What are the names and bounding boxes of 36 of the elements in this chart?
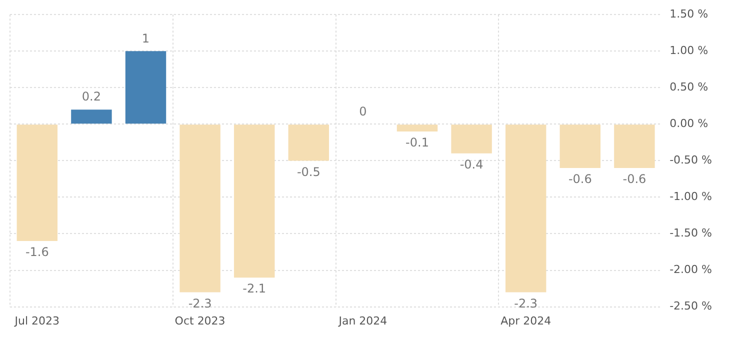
y-tick-label: -1.00 % (670, 190, 712, 204)
bar (288, 124, 330, 161)
bar (396, 124, 438, 132)
bar (125, 51, 166, 124)
y-tick-label: 1.00 % (670, 44, 708, 57)
data-label: -2.1 (242, 282, 266, 296)
data-label: 0 (359, 104, 367, 118)
y-tick-label: -0.50 % (670, 154, 712, 167)
y-tick-label: -1.50 % (670, 226, 712, 240)
x-tick-label: Oct 2023 (174, 314, 226, 328)
bar (560, 124, 601, 168)
data-label: -0.5 (296, 164, 320, 179)
data-label: -0.1 (406, 136, 429, 150)
bar (451, 124, 492, 154)
data-label: -0.4 (460, 158, 484, 172)
y-tick-label: 0.50 % (670, 80, 708, 94)
data-label: -1.6 (25, 245, 49, 260)
data-label: 1 (142, 31, 150, 46)
data-label: -0.6 (622, 172, 646, 186)
y-tick-label: 0.00 % (670, 117, 708, 130)
bar (234, 124, 275, 278)
y-tick-label: -2.00 % (670, 263, 712, 276)
bar (614, 124, 655, 168)
y-tick-label: 1.50 % (670, 7, 708, 20)
bar (16, 124, 58, 242)
data-label: -2.3 (188, 296, 212, 310)
data-label: -2.3 (514, 296, 538, 310)
bar (71, 110, 112, 124)
x-tick-label: Jul 2023 (14, 314, 60, 328)
bar (505, 124, 546, 292)
y-tick-label: -2.50 % (670, 300, 712, 313)
data-label: 0.2 (82, 90, 101, 104)
bar (180, 124, 220, 292)
x-tick-label: Jan 2024 (338, 314, 388, 328)
data-label: -0.6 (568, 172, 592, 186)
x-tick-label: Apr 2024 (500, 314, 552, 328)
